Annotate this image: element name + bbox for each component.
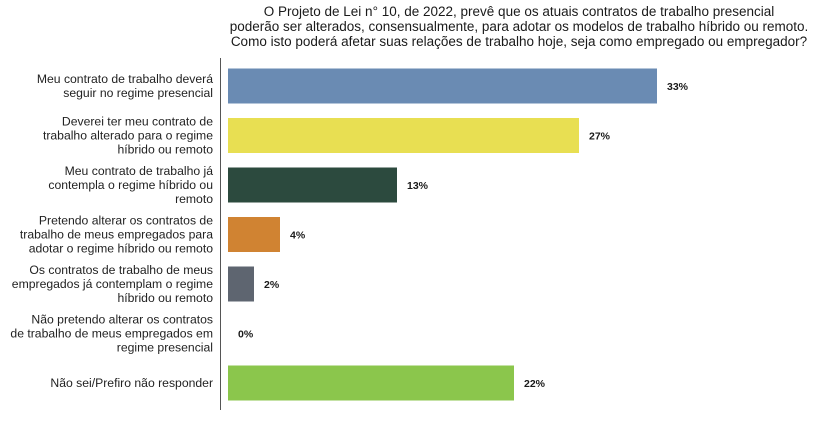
category-label: remoto — [175, 192, 213, 206]
data-label: 33% — [667, 81, 689, 93]
category-label: Deverei ter meu contrato de — [62, 115, 213, 129]
category-label: híbrido ou remoto — [117, 291, 213, 305]
category-label: Não sei/Prefiro não responder — [50, 376, 213, 390]
category-label: trabalho alterado para o regime — [43, 129, 213, 143]
category-label: Não pretendo alterar os contratos — [31, 313, 213, 327]
category-label: Pretendo alterar os contratos de — [39, 214, 213, 228]
bar — [228, 365, 514, 401]
category-label: regime presencial — [117, 341, 213, 355]
bar — [228, 68, 657, 104]
bar — [228, 266, 254, 302]
bar — [228, 167, 397, 203]
chart-title-line: O Projeto de Lei n° 10, de 2022, prevê q… — [264, 4, 774, 19]
category-label: seguir no regime presencial — [63, 86, 213, 100]
chart-title-line: Como isto poderá afetar suas relações de… — [231, 34, 807, 49]
category-label: trabalho de meus empregados para — [20, 228, 213, 242]
category-label: híbrido ou remoto — [117, 143, 213, 157]
category-label: de trabalho de meus empregados em — [10, 327, 213, 341]
category-label: Meu contrato de trabalho já — [65, 164, 214, 178]
chart-title: O Projeto de Lei n° 10, de 2022, prevê q… — [230, 4, 809, 49]
data-labels: 33% 27% 13% 4% 2% 0% 22% — [238, 81, 689, 390]
data-label: 0% — [238, 329, 254, 341]
category-label: empregados já contemplam o regime — [12, 277, 213, 291]
data-label: 4% — [290, 230, 306, 242]
data-label: 2% — [264, 279, 280, 291]
data-label: 13% — [407, 180, 429, 192]
bar — [228, 118, 579, 153]
category-label: adotar o regime híbrido ou remoto — [29, 242, 213, 256]
data-label: 22% — [524, 378, 546, 390]
chart-title-line: poderão ser alterados, consensualmente, … — [230, 19, 809, 34]
bar — [228, 217, 280, 252]
data-label: 27% — [589, 131, 611, 143]
bars — [228, 68, 657, 401]
category-label: Meu contrato de trabalho deverá — [37, 72, 213, 86]
category-label: contempla o regime híbrido ou — [48, 178, 213, 192]
category-label: Os contratos de trabalho de meus — [29, 263, 213, 277]
